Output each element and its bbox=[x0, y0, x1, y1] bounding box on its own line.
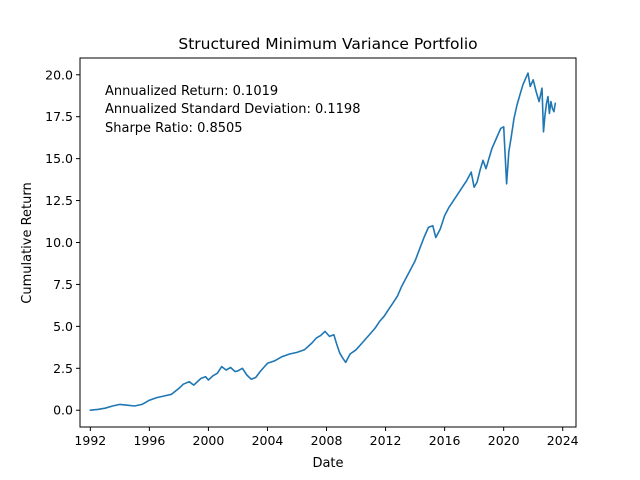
x-tick-label: 2008 bbox=[311, 433, 343, 448]
y-axis-label: Cumulative Return bbox=[20, 182, 35, 303]
y-tick-label: 12.5 bbox=[45, 193, 73, 208]
series-line-0 bbox=[89, 72, 557, 412]
plot-area: 1992 1996 2000 2004 2008 2012 2016 2020 2024 0.0 2… bbox=[45, 57, 579, 448]
annotation-sharpe-ratio: Sharpe Ratio: 0.8505 bbox=[105, 121, 243, 136]
chart-title: Structured Minimum Variance Portfolio bbox=[178, 35, 477, 53]
x-tick-label: 2020 bbox=[488, 433, 520, 448]
y-tick-label: 15.0 bbox=[45, 151, 73, 166]
y-tick-label: 20.0 bbox=[45, 67, 73, 82]
x-tick-label: 2012 bbox=[370, 433, 402, 448]
y-tick-label: 17.5 bbox=[45, 109, 73, 124]
x-axis-label: Date bbox=[312, 456, 343, 471]
annotation-annualized-std: Annualized Standard Deviation: 0.1198 bbox=[105, 102, 360, 117]
y-tick-label: 5.0 bbox=[53, 319, 73, 334]
x-tick-label: 2024 bbox=[547, 433, 579, 448]
x-tick-label: 2004 bbox=[252, 433, 284, 448]
y-tick-label: 7.5 bbox=[53, 277, 73, 292]
x-tick-label: 2000 bbox=[193, 433, 225, 448]
y-tick-label: 2.5 bbox=[53, 361, 73, 376]
x-tick-label: 1992 bbox=[74, 433, 106, 448]
x-tick-label: 1996 bbox=[133, 433, 165, 448]
y-tick-label: 10.0 bbox=[45, 235, 73, 250]
annotation-annualized-return: Annualized Return: 0.1019 bbox=[105, 84, 278, 99]
y-tick-label: 0.0 bbox=[53, 403, 73, 418]
x-tick-label: 2016 bbox=[429, 433, 461, 448]
stats-annotations: Annualized Return: 0.1019 Annualized Sta… bbox=[105, 84, 360, 136]
